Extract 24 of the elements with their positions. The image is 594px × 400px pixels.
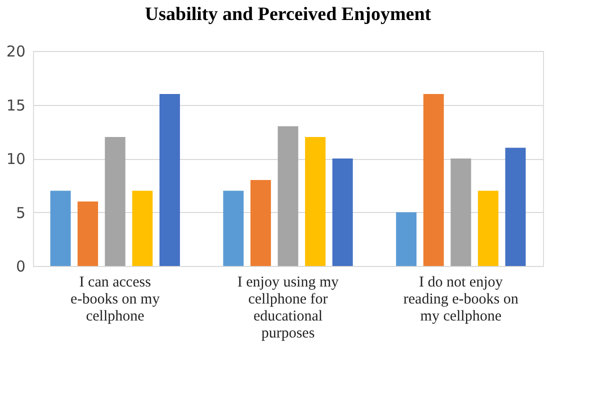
bar xyxy=(332,158,353,266)
bar xyxy=(250,180,271,266)
bar xyxy=(78,202,98,266)
bar xyxy=(305,137,326,266)
y-tick-label: 15 xyxy=(6,96,26,114)
bar xyxy=(223,190,244,266)
bar xyxy=(278,126,298,266)
bar xyxy=(104,137,126,266)
bar xyxy=(132,190,153,266)
y-tick-label: 20 xyxy=(6,42,26,60)
bar xyxy=(505,148,526,266)
y-tick-label: 0 xyxy=(16,258,26,276)
y-tick-label: 5 xyxy=(16,204,26,222)
bar xyxy=(50,190,71,266)
bar xyxy=(159,94,180,266)
bar xyxy=(478,190,498,266)
bar xyxy=(423,94,444,266)
x-tick-label: I do not enjoy reading e-books on my cellphone xyxy=(403,274,519,324)
bar xyxy=(450,158,472,266)
x-tick-label: I can access e-books on my cellphone xyxy=(70,274,160,324)
x-tick-label: I enjoy using my cellphone for educational purposes xyxy=(237,274,340,342)
y-tick-label: 10 xyxy=(6,150,26,168)
chart-title: Usability and Perceived Enjoyment xyxy=(144,4,432,25)
bar xyxy=(396,212,417,266)
